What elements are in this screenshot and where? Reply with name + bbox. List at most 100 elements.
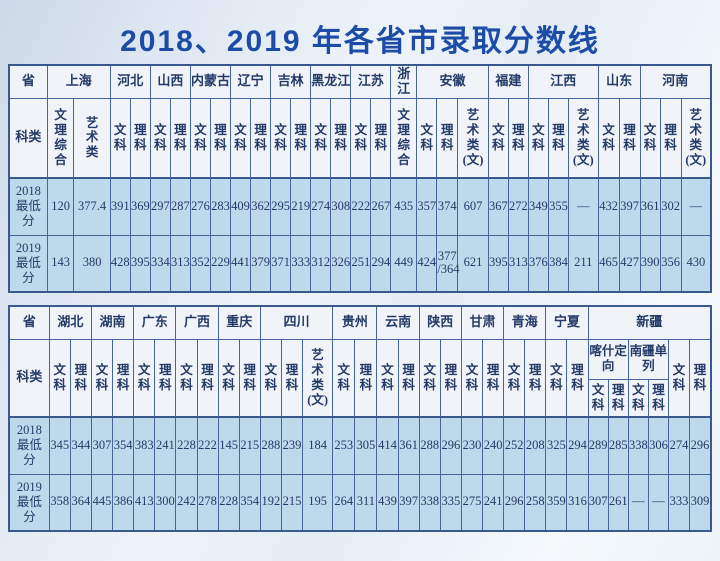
score-cell: 296 — [439, 416, 462, 475]
score-cell: 222 — [350, 177, 372, 236]
province-header: 山西 — [149, 64, 191, 99]
category-corner-label: 科类 — [8, 338, 50, 418]
score-cell: 261 — [607, 473, 629, 532]
score-cell: 242 — [175, 473, 198, 532]
score-cell: 241 — [154, 416, 177, 475]
category-header: 文 科 — [487, 97, 509, 179]
province-header: 福建 — [487, 64, 529, 99]
score-cell: 449 — [390, 234, 418, 293]
score-cell: 195 — [302, 473, 334, 532]
score-cell: 334 — [149, 234, 171, 293]
score-cell: 390 — [639, 234, 661, 293]
row-label: 2019最低分 — [8, 473, 50, 532]
score-cell: 300 — [154, 473, 177, 532]
score-cell: 377.4 — [73, 177, 111, 236]
score-cell: 380 — [73, 234, 111, 293]
province-header: 吉林 — [270, 64, 312, 99]
province-header: 青海 — [503, 305, 547, 340]
score-cell: 361 — [639, 177, 661, 236]
score-table-1: 省上海 河北 山西 内蒙古 辽宁 吉林 黑龙江 江苏 浙江 安徽 福建 江西 山东 河南 科类文 理 综 合… — [8, 64, 712, 293]
subgroup-header: 喀什定向 — [587, 338, 629, 380]
province-header: 辽宁 — [230, 64, 272, 99]
score-cell: 283 — [209, 177, 232, 236]
score-cell: 288 — [259, 416, 282, 475]
score-cell: 358 — [48, 473, 71, 532]
score-cell: 208 — [524, 416, 547, 475]
category-header: 文 科 — [48, 338, 71, 418]
score-cell: 313 — [169, 234, 191, 293]
province-header: 四川 — [259, 305, 334, 340]
subgroup-category-header: 文 科 — [627, 378, 649, 418]
category-header: 文 理 综 合 — [390, 97, 418, 179]
score-cell: 395 — [487, 234, 509, 293]
score-cell: 219 — [290, 177, 312, 236]
category-header: 文 科 — [503, 338, 526, 418]
score-cell: 409 — [230, 177, 252, 236]
score-cell: 427 — [618, 234, 641, 293]
score-cell: 143 — [46, 234, 75, 293]
category-header: 文 科 — [350, 97, 372, 179]
category-header: 文 科 — [597, 97, 620, 179]
subgroup-category-header: 理 科 — [647, 378, 670, 418]
score-cell: 274 — [667, 416, 691, 475]
score-cell: 333 — [290, 234, 312, 293]
category-header: 文 科 — [259, 338, 282, 418]
score-cell: 230 — [460, 416, 484, 475]
score-cell: 306 — [647, 416, 670, 475]
score-cell: 258 — [524, 473, 547, 532]
province-header: 河南 — [639, 64, 712, 99]
category-header: 文 科 — [376, 338, 399, 418]
row-label: 2018最低分 — [8, 177, 48, 236]
score-cell: 364 — [69, 473, 92, 532]
score-cell: 352 — [189, 234, 211, 293]
score-row: 2018最低分 345 344 307 354 383 241 228 222 145 215 288… — [8, 416, 712, 475]
category-header: 文 科 — [416, 97, 438, 179]
category-header: 文 科 — [90, 338, 114, 418]
score-cell: 354 — [238, 473, 261, 532]
province-header: 山东 — [597, 64, 641, 99]
score-cell: — — [680, 177, 712, 236]
category-header: 文 科 — [527, 97, 549, 179]
category-header: 文 科 — [310, 97, 332, 179]
score-cell: 309 — [689, 473, 712, 532]
category-header: 文 科 — [230, 97, 252, 179]
province-corner-label: 省 — [8, 305, 50, 340]
score-cell: 432 — [597, 177, 620, 236]
score-cell: 228 — [175, 416, 198, 475]
subgroup-header: 南疆单列 — [627, 338, 670, 380]
category-header: 理 科 — [436, 97, 459, 179]
score-cell: 430 — [680, 234, 712, 293]
province-header: 黑龙江 — [310, 64, 352, 99]
score-cell: 311 — [354, 473, 378, 532]
province-header: 湖北 — [48, 305, 92, 340]
category-header: 文 科 — [109, 97, 131, 179]
score-cell: 338 — [627, 416, 649, 475]
score-cell: 413 — [133, 473, 156, 532]
score-cell: 307 — [90, 416, 114, 475]
score-cell: 349 — [527, 177, 549, 236]
score-cell: 251 — [350, 234, 372, 293]
province-corner-label: 省 — [8, 64, 48, 99]
category-header: 理 科 — [482, 338, 505, 418]
score-cell: 395 — [129, 234, 151, 293]
score-cell: 294 — [566, 416, 589, 475]
score-cell: 312 — [310, 234, 332, 293]
category-header: 理 科 — [330, 97, 352, 179]
score-cell: 374 — [436, 177, 459, 236]
score-cell: 307 — [587, 473, 609, 532]
category-header: 理 科 — [238, 338, 261, 418]
page-title: 2018、2019 年各省市录取分数线 — [120, 25, 600, 58]
score-cell: 275 — [460, 473, 484, 532]
score-cell: 294 — [370, 234, 392, 293]
score-cell: 428 — [109, 234, 131, 293]
score-cell: 384 — [547, 234, 569, 293]
score-cell: 296 — [689, 416, 712, 475]
category-header: 理 科 — [129, 97, 151, 179]
score-cell: 383 — [133, 416, 156, 475]
score-cell: 276 — [189, 177, 211, 236]
subgroup-category-header: 理 科 — [607, 378, 629, 418]
category-header: 理 科 — [659, 97, 682, 179]
category-corner-label: 科类 — [8, 97, 48, 179]
score-cell: 272 — [507, 177, 529, 236]
province-header: 新疆 — [587, 305, 712, 340]
